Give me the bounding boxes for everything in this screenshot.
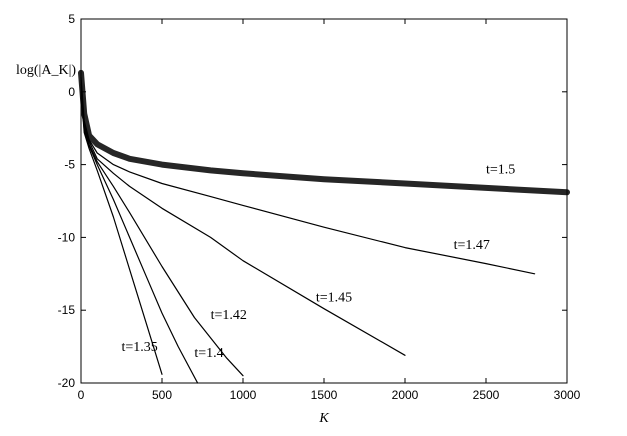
y-tick-label: 0: [68, 85, 75, 99]
y-tick-label: -20: [58, 376, 76, 390]
x-tick-label: 0: [78, 388, 85, 402]
x-tick-label: 500: [152, 388, 172, 402]
x-ticks: 0 500 1000 1500 2000 2500 3000: [78, 19, 581, 402]
curve-label: t=1.35: [122, 340, 158, 355]
x-tick-label: 1000: [230, 388, 257, 402]
series-line-t-1-45: [80, 79, 406, 356]
series-line-t-1-35: [80, 91, 163, 375]
plot-box: [80, 18, 568, 384]
series-line-t-1-4: [80, 86, 199, 384]
x-axis-label: K: [318, 411, 329, 426]
y-tick-label: -15: [58, 303, 76, 317]
y-tick-label: -10: [58, 230, 76, 244]
x-tick-label: 2000: [392, 388, 419, 402]
curve-label: t=1.45: [316, 290, 352, 305]
y-tick-label: 5: [68, 12, 75, 26]
y-tick-label: -5: [64, 158, 75, 172]
curve-label: t=1.4: [194, 346, 223, 361]
curve-label: t=1.5: [486, 162, 515, 177]
x-tick-label: 2500: [473, 388, 500, 402]
curve-label: t=1.47: [454, 238, 490, 253]
y-ticks: 5 0 -5 -10 -15 -20: [58, 12, 567, 390]
y-axis-label: log(|A_K|): [16, 63, 76, 78]
x-tick-label: 3000: [554, 388, 581, 402]
series-line-t-1-42: [80, 83, 244, 377]
series-line-t-1-5: [78, 69, 570, 196]
x-tick-label: 1500: [311, 388, 338, 402]
curve-label: t=1.42: [211, 308, 247, 323]
annotations: t=1.5 t=1.47 t=1.45 t=1.42 t=1.4 t=1.35: [122, 162, 516, 360]
series-group: [78, 69, 570, 384]
plot-frame: [80, 18, 568, 384]
